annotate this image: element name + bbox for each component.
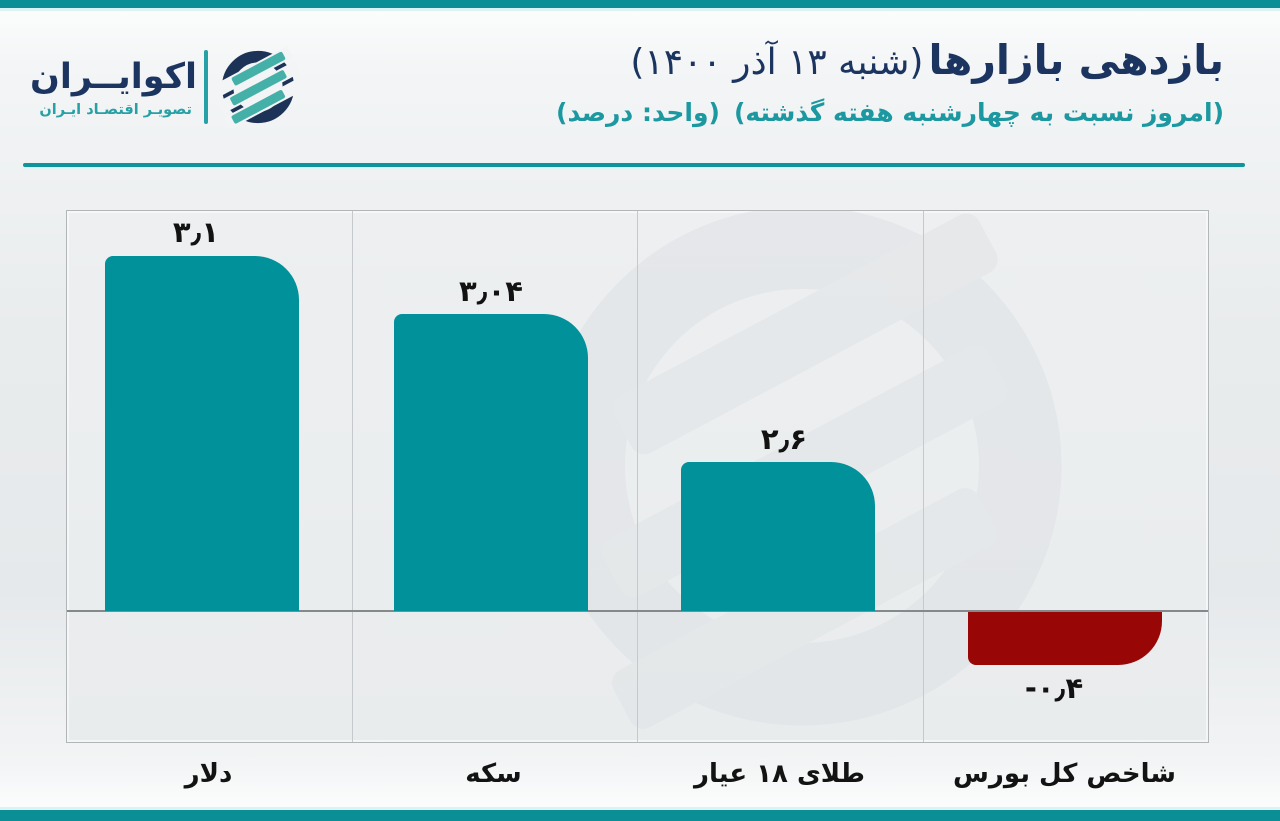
bottom-accent-bar bbox=[0, 810, 1280, 821]
brand-text: اکوایــران تصویـر اقتصـاد ایـران bbox=[30, 56, 198, 118]
bar-gold-18k bbox=[681, 462, 875, 611]
header-divider-line bbox=[23, 163, 1245, 167]
column-gridline-1 bbox=[352, 211, 353, 742]
top-accent-bar bbox=[0, 0, 1280, 8]
ecoiran-logo-icon bbox=[217, 46, 299, 128]
value-label-gold-18k: ۲٫۶ bbox=[760, 422, 808, 456]
value-label-dollar: ۳٫۱ bbox=[172, 215, 220, 249]
brand-separator bbox=[204, 50, 208, 124]
bar-stock-index bbox=[968, 612, 1162, 665]
bar-chart-plot: ۳٫۱ ۳٫۰۴ ۲٫۶ -۰٫۴ bbox=[66, 210, 1209, 743]
column-gridline-2 bbox=[637, 211, 638, 742]
value-label-coin: ۳٫۰۴ bbox=[459, 274, 523, 308]
column-gridline-3 bbox=[923, 211, 924, 742]
value-label-stock-index: -۰٫۴ bbox=[1024, 671, 1084, 705]
category-label-gold-18k: طلای ۱۸ عیار bbox=[693, 759, 866, 789]
brand-lockup: اکوایــران تصویـر اقتصـاد ایـران bbox=[30, 46, 299, 128]
subtitle-comparison: (امروز نسبت به چهارشنبه هفته گذشته) bbox=[733, 98, 1224, 127]
bottom-accent-glow bbox=[0, 807, 1280, 810]
category-label-coin: سکه bbox=[465, 759, 522, 789]
brand-wordmark: اکوایــران bbox=[30, 57, 198, 98]
category-label-dollar: دلار bbox=[184, 759, 233, 789]
bar-coin bbox=[394, 314, 588, 611]
page-title-date: (شنبه ۱۳ آذر ۱۴۰۰) bbox=[630, 42, 924, 83]
header-title-block: بازدهی بازارها (شنبه ۱۳ آذر ۱۴۰۰) (امروز… bbox=[556, 36, 1224, 127]
top-accent-glow bbox=[0, 8, 1280, 11]
category-label-stock-index: شاخص کل بورس bbox=[953, 759, 1176, 789]
page-subtitle: (امروز نسبت به چهارشنبه هفته گذشته) (واحد… bbox=[556, 98, 1224, 127]
page-title-main: بازدهی بازارها bbox=[928, 36, 1225, 84]
brand-tagline: تصویـر اقتصـاد ایـران bbox=[39, 101, 192, 118]
bar-dollar bbox=[105, 256, 299, 611]
zero-axis-line bbox=[67, 610, 1208, 612]
subtitle-unit: (واحد: درصد) bbox=[556, 98, 720, 127]
page-title: بازدهی بازارها (شنبه ۱۳ آذر ۱۴۰۰) bbox=[556, 36, 1224, 84]
